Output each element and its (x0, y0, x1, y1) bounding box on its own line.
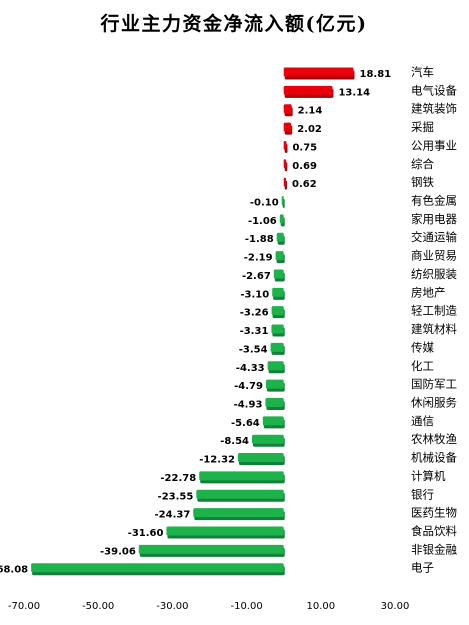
category-label: 通信 (411, 414, 434, 428)
bar-value-label: -22.78 (160, 473, 196, 484)
bar (237, 453, 285, 466)
category-label: 国防军工 (411, 377, 457, 391)
bar-value-label: -5.64 (231, 418, 260, 429)
bar-group (31, 67, 355, 576)
bar (193, 508, 285, 521)
category-label: 采掘 (411, 120, 434, 134)
chart-title: 行业主力资金净流入额(亿元) (100, 12, 368, 35)
bar (283, 85, 334, 98)
bar (265, 397, 285, 410)
x-tick-label: 30.00 (381, 601, 410, 612)
bar-value-label: -12.32 (199, 455, 235, 466)
bar (199, 471, 285, 484)
bar (283, 122, 293, 135)
bar (283, 177, 288, 190)
category-label: 纺织服装 (411, 267, 457, 281)
bar-value-label: -23.55 (158, 491, 194, 502)
category-label: 商业贸易 (411, 249, 457, 263)
category-label: 电气设备 (411, 83, 457, 97)
category-label: 电子 (411, 561, 434, 575)
category-label: 机械设备 (411, 451, 457, 465)
bar (279, 214, 285, 227)
bar-value-label: -24.37 (155, 510, 191, 521)
category-label: 医药生物 (411, 506, 457, 520)
category-label: 公用事业 (411, 138, 457, 152)
x-tick-label: -70.00 (8, 601, 40, 612)
bar-value-label: 2.14 (298, 106, 323, 117)
bar (138, 544, 285, 557)
bar-value-label: -4.79 (234, 381, 263, 392)
category-label: 计算机 (411, 469, 446, 483)
bar (273, 269, 285, 282)
x-tick-label: -50.00 (82, 601, 114, 612)
category-label: 汽车 (411, 65, 434, 79)
bar (267, 361, 285, 374)
category-label: 有色金属 (411, 194, 457, 208)
bar (283, 104, 293, 117)
bar-value-label: -3.26 (240, 308, 269, 319)
bar (166, 526, 285, 539)
bar-value-label: 2.02 (297, 124, 322, 135)
x-tick-label: -10.00 (230, 601, 262, 612)
x-tick-label: 10.00 (306, 601, 335, 612)
bar (196, 489, 285, 502)
bar-value-label: -3.31 (240, 326, 269, 337)
bar (283, 67, 355, 80)
category-label: 家用电器 (411, 212, 457, 226)
bar (283, 140, 288, 153)
category-label: 建筑装饰 (411, 102, 457, 116)
bar-value-label: -3.54 (239, 344, 268, 355)
bar (271, 324, 285, 337)
category-label: 银行 (411, 487, 434, 501)
bar-value-label: -1.88 (245, 234, 274, 245)
category-label: 轻工制造 (411, 304, 457, 318)
value-label-group: 18.81 13.14 2.14 2.02 0.75 0.69 0.62 -0.10 -1.06… (0, 69, 391, 576)
bar-value-label: -2.67 (242, 271, 271, 282)
category-label: 综合 (411, 157, 434, 171)
bar-value-label: -31.60 (128, 528, 164, 539)
category-label: 农林牧渔 (411, 432, 457, 446)
category-label: 房地产 (411, 285, 446, 299)
bar-value-label: -4.93 (234, 399, 263, 410)
bar (262, 416, 285, 429)
category-label: 非银金融 (411, 542, 457, 556)
category-label: 化工 (411, 359, 434, 373)
bar-value-label: 0.62 (292, 179, 317, 190)
bar (265, 379, 285, 392)
bar (283, 159, 288, 172)
bar (271, 306, 285, 319)
bar (275, 251, 285, 264)
x-tick-label: -30.00 (156, 601, 188, 612)
bar-value-label: -3.10 (240, 289, 269, 300)
bar (276, 232, 285, 245)
category-label: 休闲服务 (411, 395, 457, 409)
bar-value-label: -4.33 (236, 363, 265, 374)
x-axis-ticks: -70.00 -50.00 -30.00 -10.00 10.00 30.00 (8, 601, 409, 612)
bar (281, 196, 285, 209)
category-label: 建筑材料 (411, 322, 457, 336)
bar (31, 563, 285, 576)
bar-value-label: 18.81 (359, 69, 391, 80)
bar-value-label: -68.08 (0, 565, 28, 576)
bar-value-label: -2.19 (244, 253, 273, 264)
bar-value-label: -1.06 (248, 216, 277, 227)
category-label: 交通运输 (411, 230, 457, 244)
category-label: 食品饮料 (411, 524, 457, 538)
bar-value-label: 13.14 (338, 87, 370, 98)
bar (270, 342, 285, 355)
bar (272, 287, 285, 300)
bar (252, 434, 285, 447)
bar-value-label: -0.10 (250, 198, 279, 209)
category-label: 传媒 (411, 340, 434, 354)
category-label-group: 汽车电气设备建筑装饰采掘公用事业综合钢铁有色金属家用电器交通运输商业贸易纺织服装… (411, 65, 457, 575)
category-label: 钢铁 (411, 175, 434, 189)
bar-value-label: 0.75 (292, 142, 317, 153)
bar-value-label: -39.06 (100, 546, 136, 557)
bar-value-label: -8.54 (220, 436, 249, 447)
bar-value-label: 0.69 (292, 161, 317, 172)
